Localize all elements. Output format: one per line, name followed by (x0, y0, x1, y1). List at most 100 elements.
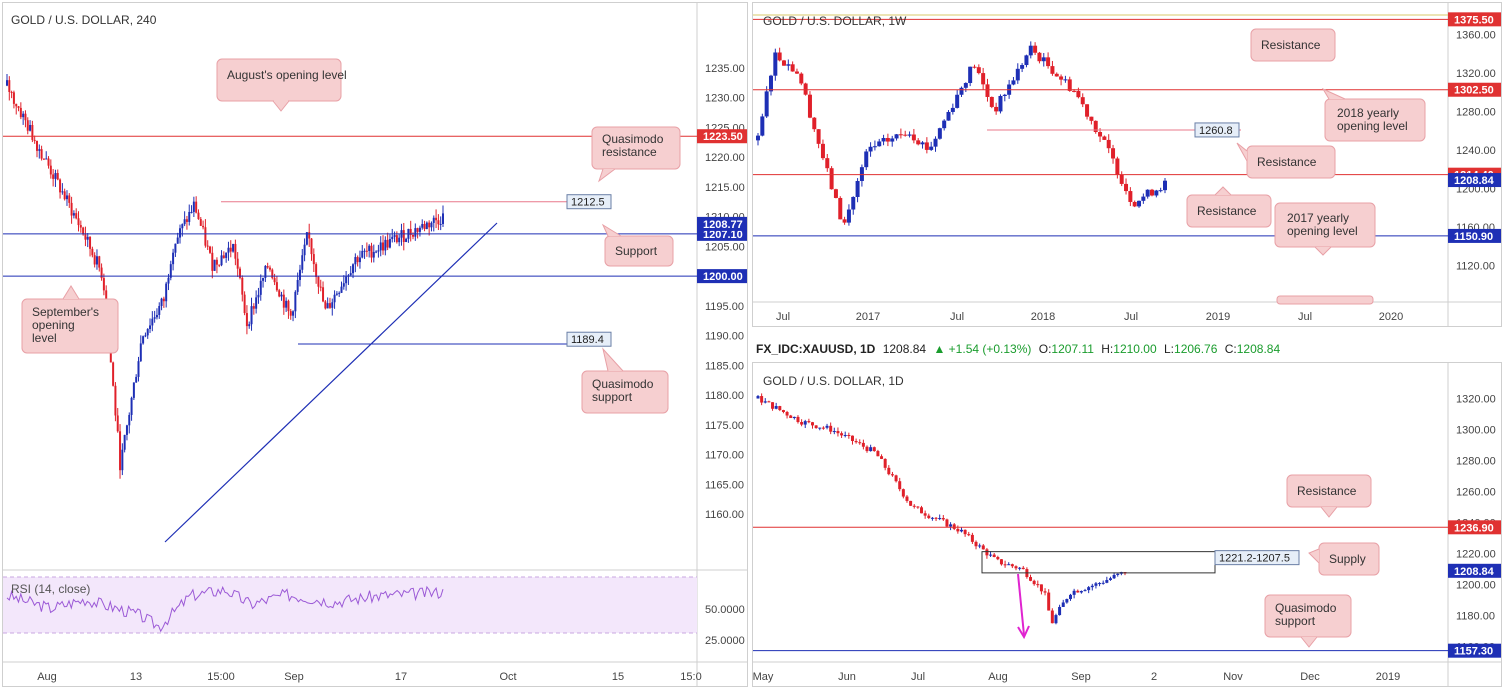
candle-body (287, 300, 290, 312)
candle-body (1028, 45, 1033, 56)
candle-body (1002, 94, 1007, 96)
candle-body (266, 266, 269, 268)
callout-quasimodo-support-daily: Quasimodo support (1264, 594, 1352, 648)
candle-body (1065, 599, 1069, 603)
candle-body (930, 517, 934, 519)
candle-body (331, 302, 334, 308)
candle-body (763, 401, 767, 403)
candle-body (898, 134, 903, 136)
candle-body (257, 294, 260, 298)
candle-body (149, 325, 152, 329)
candle-body (880, 456, 884, 459)
candle-body (999, 559, 1003, 565)
callout-quasimodo-resistance-text: Quasimodo resistance (602, 132, 664, 159)
price-tag (1448, 563, 1501, 578)
price-tag-label: 1223.50 (703, 131, 743, 143)
candle-body (255, 297, 258, 309)
x-tick-label: 2020 (1379, 311, 1403, 323)
candle-body (259, 280, 262, 295)
candle-body (384, 239, 387, 251)
x-axis-daily: May Jun Jul Aug Sep 2 Nov Dec 2019 (753, 671, 1400, 683)
chart-weekly[interactable]: 1360.001320.001280.001240.001200.001160.… (753, 3, 1501, 326)
callout-supply: Supply (1308, 542, 1380, 576)
ticker-close: 1208.84 (1236, 342, 1281, 356)
candle-body (377, 250, 380, 252)
candle-body (296, 280, 299, 292)
price-tag-label: 1207.10 (703, 229, 743, 241)
candle-body (421, 223, 424, 228)
candle-body (996, 556, 1000, 560)
candle-body (45, 158, 48, 160)
y-tick-label: 1300.00 (1456, 425, 1496, 437)
candle-body (439, 223, 442, 225)
candle-body (1061, 602, 1065, 607)
candle-body (842, 219, 847, 223)
chart-daily-panel[interactable] (752, 362, 1502, 687)
candle-body (920, 142, 925, 145)
candle-body (789, 415, 793, 419)
candle-body (361, 250, 364, 258)
x-axis-weekly: Jul 2017 Jul 2018 Jul 2019 Jul 2020 (776, 311, 1403, 323)
floating-price-tag (1194, 122, 1240, 138)
candle-body (929, 146, 934, 150)
candle-body (832, 431, 836, 433)
chart-4h-title: GOLD / U.S. DOLLAR, 240 (11, 13, 157, 27)
candle-body (308, 232, 311, 239)
candle-body (814, 425, 818, 429)
callout-quasimodo-support-text: Quasimodo support (592, 377, 654, 404)
y-tick-label: 1205.00 (705, 241, 745, 253)
candle-body (402, 230, 405, 242)
candle-body (1068, 594, 1072, 600)
candle-body (1037, 52, 1042, 62)
price-tag-label: 1208.84 (1454, 175, 1495, 187)
arrow-head-icon (1017, 625, 1030, 640)
callout-quasimodo-support-daily-text: Quasimodo support (1275, 601, 1337, 628)
candle-body (956, 528, 960, 532)
candle-body (909, 500, 913, 506)
rsi-title: RSI (14, close) (11, 582, 90, 596)
candle-body (800, 422, 804, 425)
candle-body (1076, 590, 1080, 593)
chart-daily[interactable]: 1320.001300.001280.001260.001240.001220.… (753, 363, 1501, 686)
candle-body (778, 406, 782, 411)
chart-4h[interactable]: 1235.001230.001225.001220.001215.001210.… (3, 3, 747, 686)
candle-body (370, 245, 373, 258)
pink-arrow (1017, 573, 1025, 636)
candle-body (243, 294, 246, 314)
rsi-line (6, 585, 444, 633)
candle-body (911, 134, 916, 141)
ticker-c-label: C: (1224, 342, 1237, 356)
candle-body (903, 134, 908, 136)
candle-body (292, 311, 295, 316)
candle-body (1021, 567, 1025, 570)
candle-body (238, 268, 241, 278)
y-tick-label: 1360.00 (1456, 29, 1496, 41)
callout-resistance-top: Resistance (1250, 28, 1336, 62)
callout-partial (1276, 295, 1374, 305)
candle-body (792, 416, 796, 419)
candle-body (945, 519, 949, 527)
candle-body (847, 435, 851, 437)
candle-body (927, 515, 931, 519)
candle-body (338, 292, 341, 294)
candle-body (836, 431, 840, 434)
candle-body (432, 217, 435, 223)
candle-body (981, 545, 985, 550)
callout-resistance-top-text: Resistance (1261, 38, 1321, 52)
price-tag-label: 1302.50 (1454, 85, 1494, 97)
candle-body (890, 138, 895, 142)
y-tick-label: 1260.00 (1456, 487, 1496, 499)
x-tick-label: Sep (1071, 671, 1091, 683)
y-tick-label: 1235.00 (705, 63, 745, 75)
candle-body (275, 282, 278, 291)
candle-body (319, 286, 322, 288)
candle-body (967, 534, 971, 536)
candle-body (437, 220, 440, 225)
callout-quasimodo-support: Quasimodo support (581, 347, 669, 414)
candle-body (1150, 189, 1155, 196)
candle-body (165, 283, 168, 302)
x-tick-label: Jun (838, 671, 856, 683)
candle-body (1010, 564, 1014, 567)
chart-weekly-panel[interactable] (752, 2, 1502, 327)
candle-body (1085, 104, 1090, 117)
